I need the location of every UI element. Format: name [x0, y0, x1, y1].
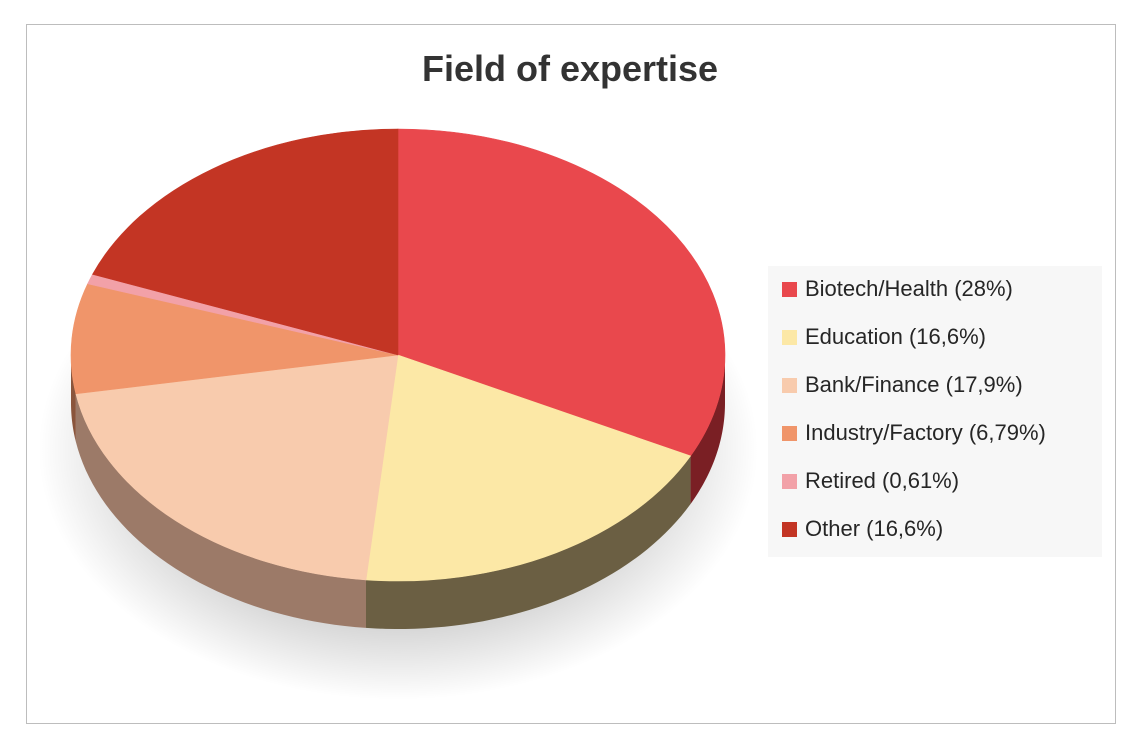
- legend-item-other: Other (16,6%): [782, 514, 943, 544]
- legend-swatch: [782, 473, 797, 489]
- legend-label: Bank/Finance (17,9%): [805, 372, 1023, 397]
- pie-side-biotech-health: [690, 355, 725, 504]
- legend-item-retired: Retired (0,61%): [782, 466, 959, 496]
- pie-slice-industry-factory: [70, 283, 399, 395]
- pie-slice-education: [365, 354, 692, 582]
- legend-label: Retired (0,61%): [805, 468, 960, 493]
- legend-label: Education (16,6%): [805, 324, 986, 349]
- pie-side-education: [365, 455, 691, 629]
- pie-slice-other: [92, 128, 399, 356]
- pie-tops: [70, 128, 726, 582]
- legend-label: Biotech/Health (28%): [805, 276, 1013, 301]
- legend-item-industry-factory: Industry/Factory (6,79%): [782, 418, 1046, 448]
- chart-title: Field of expertise: [421, 48, 719, 89]
- legend-label: Industry/Factory (6,79%): [805, 420, 1046, 445]
- legend-swatch: [782, 377, 797, 393]
- pie-slice-biotech-health: [397, 128, 726, 457]
- pie-slice-bank-finance: [75, 354, 399, 581]
- legend-swatch: [782, 329, 797, 345]
- legend-swatch: [782, 281, 797, 297]
- legend-swatch: [782, 521, 797, 537]
- chart-legend: Biotech/Health (28%) Education (16,6%) Ban…: [768, 266, 1102, 557]
- legend-item-bank-finance: Bank/Finance (17,9%): [782, 370, 1023, 400]
- legend-label: Other (16,6%): [805, 516, 944, 541]
- legend-item-education: Education (16,6%): [782, 322, 986, 352]
- legend-item-biotech-health: Biotech/Health (28%): [782, 274, 1013, 304]
- legend-swatch: [782, 425, 797, 441]
